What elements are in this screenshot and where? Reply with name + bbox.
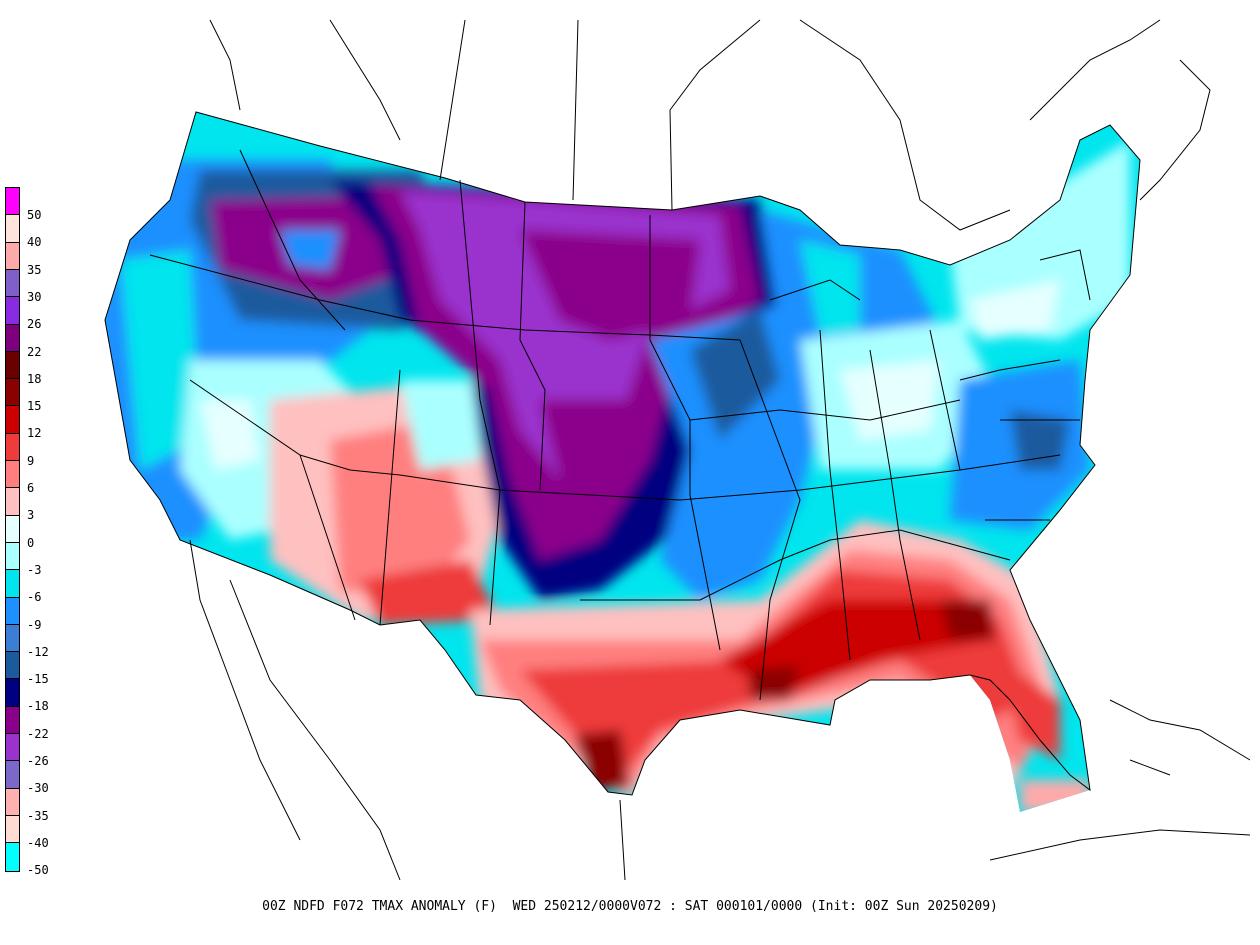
map-caption: 00Z NDFD F072 TMAX ANOMALY (F) WED 25021… (262, 899, 998, 914)
legend-label: -6 (27, 590, 42, 605)
legend-label: 6 (27, 481, 35, 495)
legend-swatch (5, 323, 20, 354)
legend-label: -35 (27, 808, 49, 823)
legend-label: -40 (27, 835, 49, 850)
legend-swatch (5, 623, 20, 654)
legend-label: -22 (27, 726, 49, 741)
legend-label: -30 (27, 781, 49, 796)
legend-label: -50 (27, 863, 49, 878)
legend-label: -3 (27, 562, 42, 577)
legend-swatch (5, 350, 20, 381)
legend-label: 18 (27, 371, 42, 386)
legend-swatch (5, 569, 20, 600)
legend-swatch (5, 241, 20, 272)
legend-swatch (5, 787, 20, 818)
legend-label: 3 (27, 508, 35, 523)
legend-swatch (5, 187, 20, 217)
legend-label: 22 (27, 344, 42, 359)
legend-swatch (5, 651, 20, 682)
legend-swatch (5, 214, 20, 245)
anomaly-map (104, 19, 1251, 881)
legend-swatch (5, 733, 20, 763)
boundaries (104, 19, 1251, 881)
legend-label: 30 (27, 289, 42, 304)
legend-swatch (5, 678, 20, 709)
legend-label: -26 (27, 754, 49, 768)
legend-swatch (5, 378, 20, 409)
legend-label: 9 (27, 453, 35, 468)
legend-swatch (5, 460, 20, 490)
anomaly-field (105, 112, 1140, 812)
legend-swatch (5, 405, 20, 436)
legend-label: 50 (27, 208, 42, 222)
legend-swatch (5, 760, 20, 791)
legend-swatch (5, 487, 20, 518)
legend-label: -15 (27, 672, 49, 687)
legend-swatch (5, 814, 20, 845)
legend-label: -18 (27, 699, 49, 714)
legend-swatch (5, 842, 20, 873)
legend-label: -9 (27, 617, 42, 632)
legend-label: 15 (27, 399, 42, 414)
legend-label: 12 (27, 426, 42, 441)
legend-label: 35 (27, 262, 42, 277)
legend-label: 0 (27, 535, 35, 550)
legend-swatch (5, 705, 20, 736)
legend-swatch (5, 514, 20, 545)
legend-swatch (5, 268, 20, 299)
legend-swatch (5, 596, 20, 627)
legend-swatch (5, 432, 20, 463)
legend-swatch (5, 541, 20, 572)
legend-label: -12 (27, 644, 49, 659)
legend-label: 26 (27, 317, 42, 332)
legend-swatch (5, 296, 20, 327)
legend-label: 40 (27, 235, 42, 250)
